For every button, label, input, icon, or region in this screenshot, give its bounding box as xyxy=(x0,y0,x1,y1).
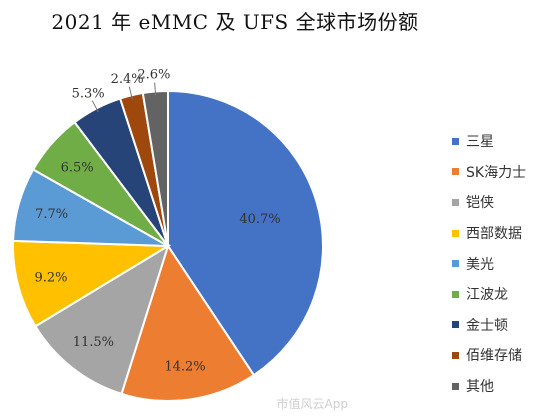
legend-swatch xyxy=(452,198,459,206)
leader-line xyxy=(128,86,133,100)
leader-line xyxy=(154,82,157,96)
legend-label: 佰维存储 xyxy=(466,348,522,365)
legend-swatch xyxy=(452,229,459,237)
legend-label: 铠侠 xyxy=(466,195,494,212)
legend-swatch xyxy=(452,321,459,329)
slice-data-label: 11.5% xyxy=(73,335,114,350)
pie-slice xyxy=(120,243,256,402)
legend-swatch xyxy=(452,168,459,176)
legend-item: 美光 xyxy=(452,248,526,279)
legend-item: 佰维存储 xyxy=(452,340,526,371)
pie-slice xyxy=(12,239,172,328)
slice-data-label: 40.7% xyxy=(239,212,280,227)
chart-title: 2021 年 eMMC 及 UFS 全球市场份额 xyxy=(51,10,419,34)
slice-data-label: 7.7% xyxy=(35,207,68,222)
legend-swatch xyxy=(452,260,459,268)
slice-data-label: 2.6% xyxy=(137,68,170,83)
slice-data-label: 9.2% xyxy=(35,271,68,286)
slice-data-label: 2.4% xyxy=(111,72,144,87)
legend-item: 江波龙 xyxy=(452,279,526,310)
slice-data-label: 6.5% xyxy=(61,160,94,175)
legend-label: 三星 xyxy=(466,134,494,151)
slice-data-label: 5.3% xyxy=(72,87,105,102)
legend-label: 西部数据 xyxy=(466,226,522,243)
legend-item: 金士顿 xyxy=(452,310,526,341)
legend-item: 其他 xyxy=(452,371,526,402)
legend-label: SK海力士 xyxy=(466,164,527,181)
legend-label: 美光 xyxy=(466,256,494,273)
legend-label: 其他 xyxy=(466,379,494,396)
legend-swatch xyxy=(452,351,459,359)
legend-label: 金士顿 xyxy=(466,317,508,334)
chart-legend: 三星 SK海力士铠侠西部数据美光江波龙金士顿佰维存储其他 xyxy=(452,126,526,401)
slice-data-label: 14.2% xyxy=(164,360,205,375)
legend-item: 铠侠 xyxy=(452,187,526,218)
legend-swatch xyxy=(452,290,459,298)
legend-item: 三星 xyxy=(452,126,526,157)
pie-chart: 40.7% 14.2% 11.5% 9.2% 7.7% 6.5% 5.3% 2.4%2.6% xyxy=(12,68,324,402)
legend-swatch xyxy=(452,382,459,390)
legend-swatch xyxy=(452,137,459,145)
watermark-text: 市值风云App xyxy=(276,397,348,411)
legend-item: 西部数据 xyxy=(452,218,526,249)
pie-slice xyxy=(34,243,170,396)
legend-label: 江波龙 xyxy=(466,287,508,304)
legend-item: SK海力士 xyxy=(452,157,526,188)
leader-line xyxy=(91,100,99,113)
